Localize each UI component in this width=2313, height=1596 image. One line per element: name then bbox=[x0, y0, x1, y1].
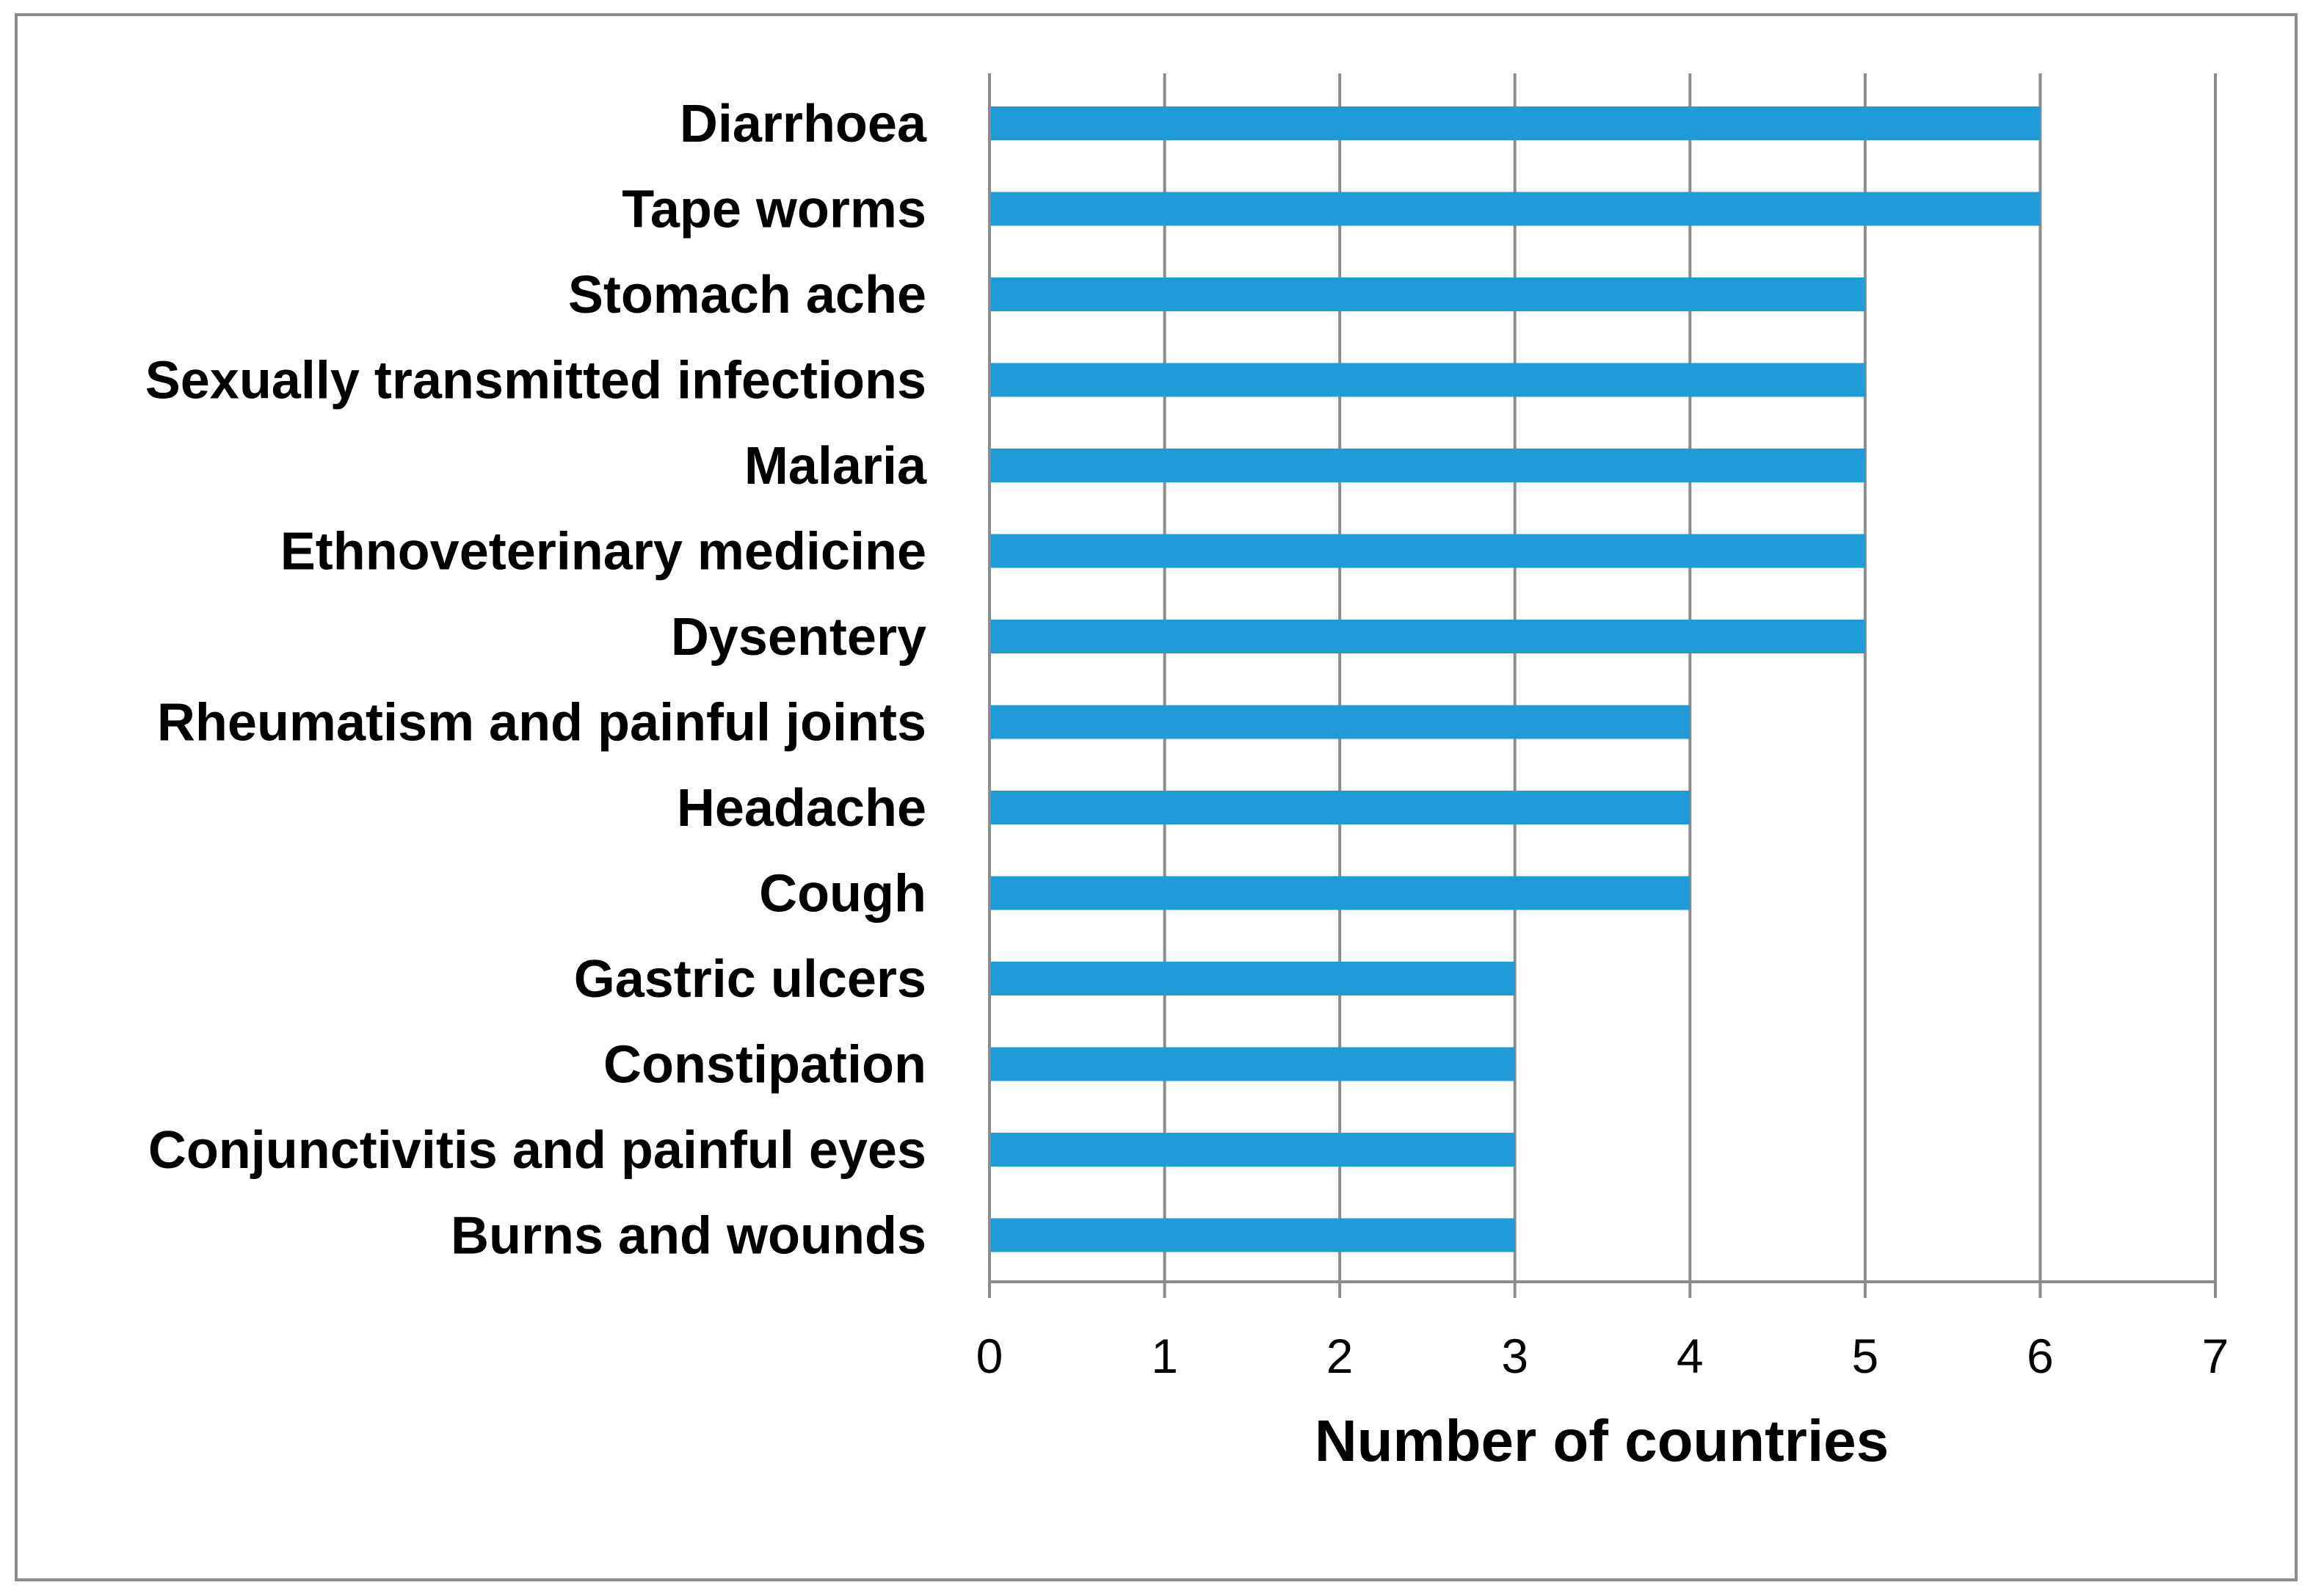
bar-stomach-ache bbox=[990, 278, 1865, 311]
x-axis-title: Number of countries bbox=[1315, 1408, 1889, 1473]
category-label: Headache bbox=[677, 779, 926, 838]
bar-burns-and-wounds bbox=[990, 1218, 1515, 1252]
bars bbox=[990, 106, 2041, 1252]
x-tick-label: 6 bbox=[2027, 1329, 2054, 1383]
bar-tape-worms bbox=[990, 192, 2041, 226]
x-tick-labels: 0 1 2 3 4 5 6 7 bbox=[976, 1329, 2229, 1383]
bar-malaria bbox=[990, 449, 1865, 482]
category-label: Cough bbox=[759, 865, 926, 924]
category-label: Malaria bbox=[744, 437, 927, 496]
category-label: Stomach ache bbox=[568, 266, 926, 324]
bar-rheumatism-and-painful-joints bbox=[990, 705, 1691, 739]
x-tick-label: 7 bbox=[2202, 1329, 2229, 1383]
category-label: Burns and wounds bbox=[451, 1207, 926, 1266]
bar-diarrhoea bbox=[990, 106, 2041, 140]
x-axis bbox=[988, 73, 2217, 1298]
x-tick-label: 5 bbox=[1851, 1329, 1878, 1383]
bar-ethnoveterinary-medicine bbox=[990, 534, 1865, 568]
category-label: Ethnoveterinary medicine bbox=[280, 523, 926, 581]
bar-gastric-ulcers bbox=[990, 962, 1515, 995]
category-label: Gastric ulcers bbox=[574, 950, 926, 1009]
x-tick-label: 3 bbox=[1501, 1329, 1528, 1383]
bar-cough bbox=[990, 876, 1691, 910]
category-label: Constipation bbox=[603, 1036, 926, 1095]
category-label: Tape worms bbox=[622, 181, 926, 239]
bar-sexually-transmitted-infections bbox=[990, 363, 1865, 397]
x-tick-label: 1 bbox=[1151, 1329, 1178, 1383]
x-tick-label: 2 bbox=[1326, 1329, 1354, 1383]
bar-dysentery bbox=[990, 620, 1865, 653]
bar-conjunctivitis-and-painful-eyes bbox=[990, 1133, 1515, 1167]
x-tick-label: 4 bbox=[1677, 1329, 1704, 1383]
bar-headache bbox=[990, 791, 1691, 824]
category-label: Conjunctivitis and painful eyes bbox=[148, 1121, 926, 1180]
category-label: Sexually transmitted infections bbox=[145, 352, 926, 410]
category-labels: Diarrhoea Tape worms Stomach ache Sexually … bbox=[145, 95, 927, 1266]
x-tick-label: 0 bbox=[976, 1329, 1003, 1383]
category-label: Diarrhoea bbox=[680, 95, 927, 153]
bar-constipation bbox=[990, 1047, 1515, 1081]
category-label: Rheumatism and painful joints bbox=[157, 694, 926, 752]
category-label: Dysentery bbox=[671, 608, 926, 667]
